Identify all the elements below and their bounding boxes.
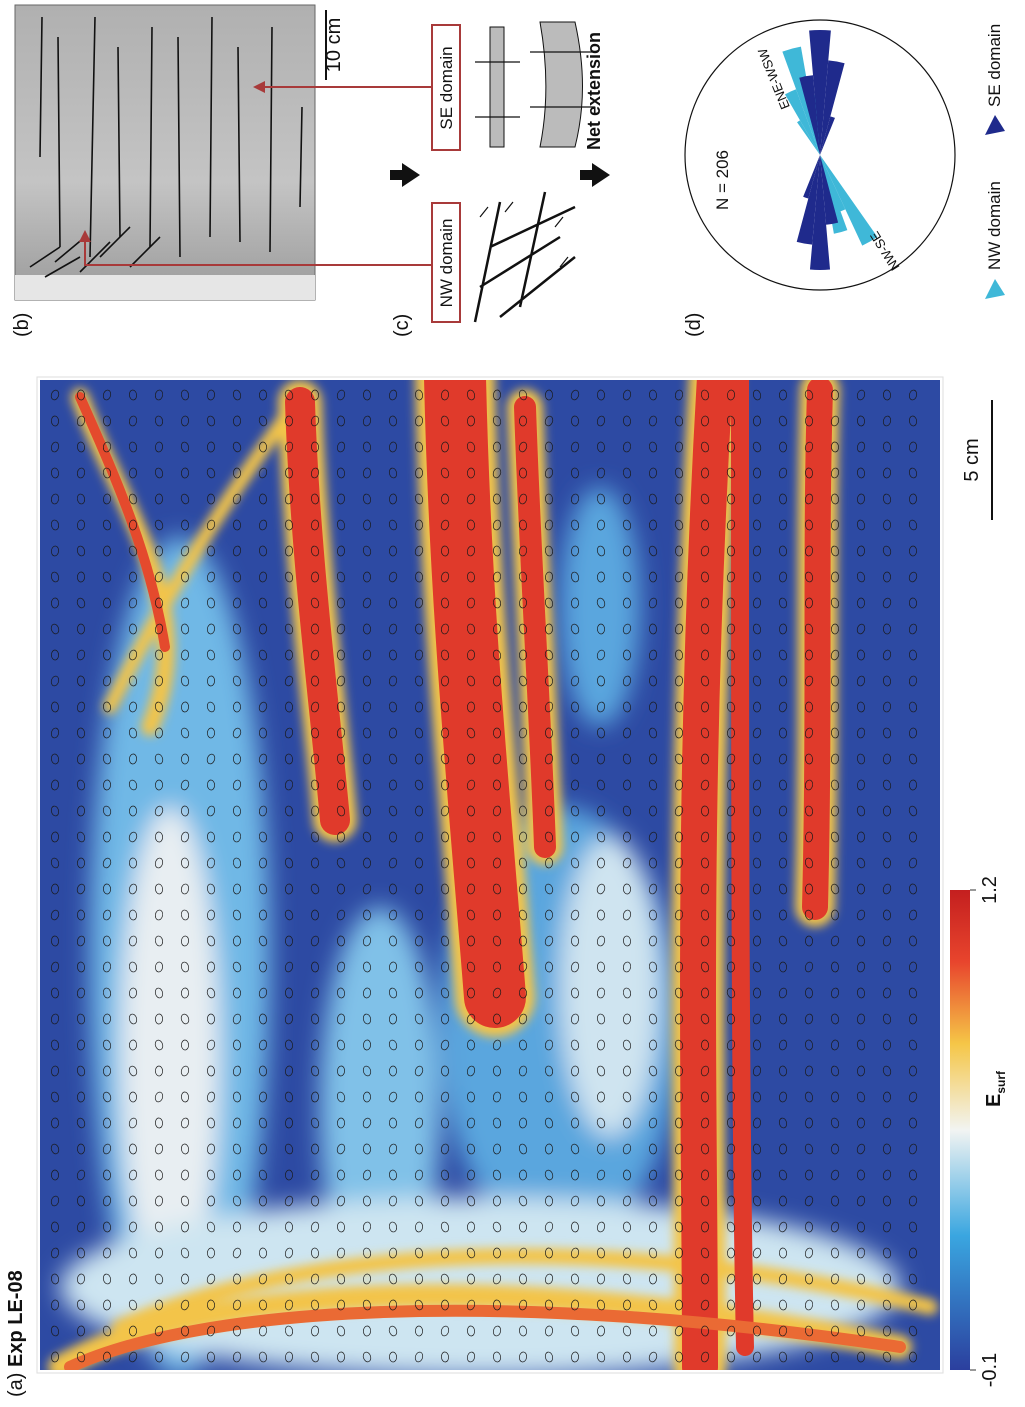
figure: (a) Exp LE-08: [0, 0, 1025, 1407]
sample-count: N = 206: [713, 150, 732, 210]
block-arrow: [390, 163, 420, 187]
legend-swatch: [985, 115, 1005, 135]
colorbar-max: 1.2: [979, 876, 1001, 904]
strain-map: [40, 377, 940, 1377]
colorbar-label: Esurf: [983, 1070, 1008, 1107]
panel-label: (c): [391, 314, 413, 337]
colorbar-subscript: surf: [994, 1070, 1008, 1094]
colorbar-symbol: E: [983, 1094, 1005, 1107]
colorbar: [950, 890, 970, 1370]
legend-label: NW domain: [985, 181, 1004, 270]
domain-box-label: NW domain: [437, 219, 456, 308]
panel-letter: (a): [5, 1373, 27, 1397]
panel-label: (b): [11, 313, 33, 337]
domain-box-label: SE domain: [437, 46, 456, 129]
nw-sketch: [475, 192, 575, 322]
panel-label: (a) Exp LE-08: [5, 1270, 27, 1397]
panel-title: Exp LE-08: [5, 1270, 27, 1367]
photo-edge: [15, 275, 315, 300]
block-arrow: [580, 163, 610, 187]
rotated-figure: (a) Exp LE-08: [5, 5, 1008, 1397]
legend-label: SE domain: [985, 24, 1004, 107]
scale-bar-label: 5 cm: [961, 438, 983, 481]
caption: Net extension: [584, 32, 604, 150]
colorbar-min: -0.1: [979, 1353, 1001, 1387]
panel-label: (d): [683, 313, 705, 337]
experiment-photo: [15, 5, 315, 300]
se-sketch: [475, 22, 595, 147]
legend-swatch: [985, 279, 1005, 299]
page: {"panels": { "a": {"label": "(a)", "titl…: [0, 0, 1025, 1407]
